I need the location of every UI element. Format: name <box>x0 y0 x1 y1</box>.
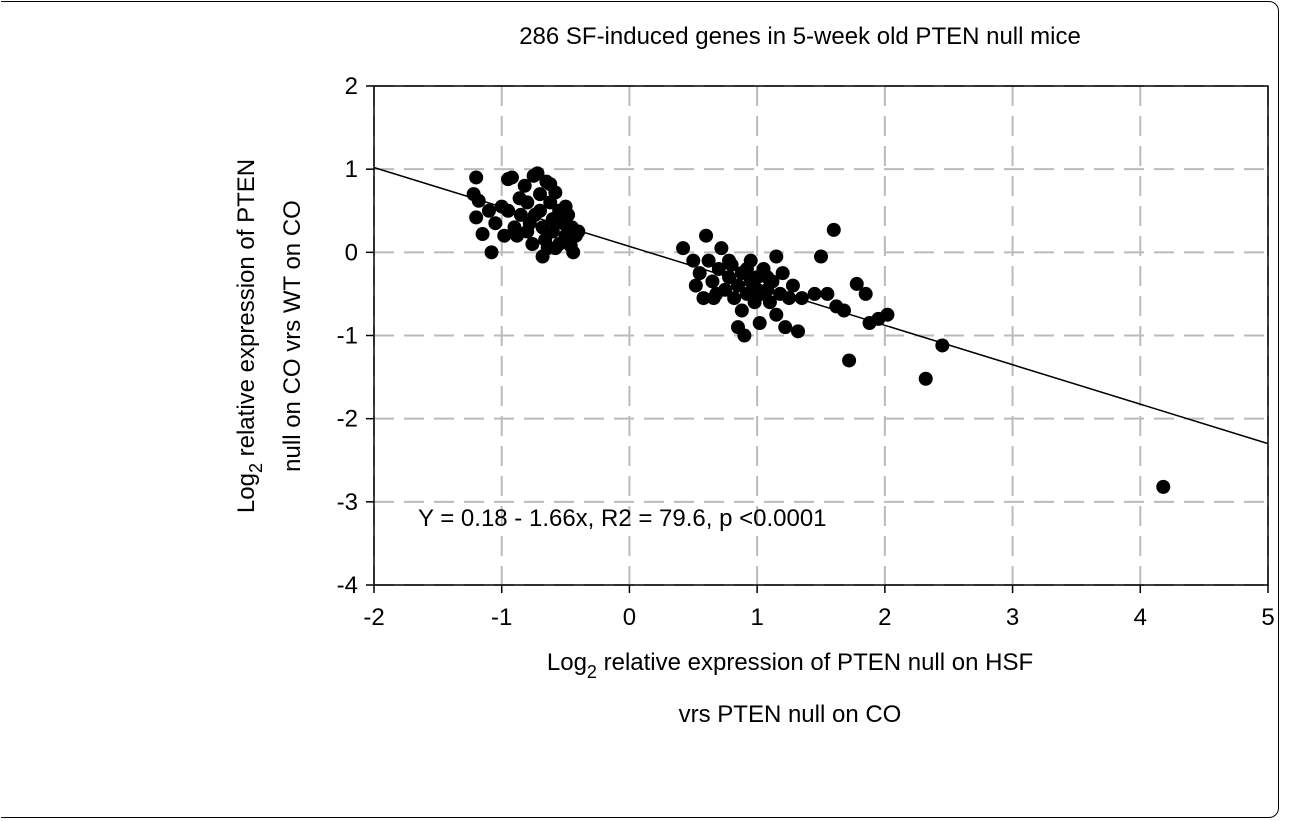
y-tick-label: -3 <box>337 489 358 516</box>
point <box>563 238 578 253</box>
x-label-rest: relative expression of PTEN null on HSF <box>597 649 1033 676</box>
y-tick-label: 0 <box>345 239 358 266</box>
point <box>481 203 496 218</box>
fit-line <box>373 166 1269 445</box>
point <box>571 224 586 239</box>
y-tick-label: -4 <box>337 572 358 599</box>
point <box>686 253 701 268</box>
point <box>545 224 560 239</box>
point <box>826 222 841 237</box>
point <box>752 316 767 331</box>
point <box>714 241 729 256</box>
x-tick-label: 3 <box>1006 604 1019 631</box>
point <box>842 353 857 368</box>
chart: 286 SF-induced genes in 5-week old PTEN … <box>233 23 1275 728</box>
y-axis-label: null on CO vrs WT on CO <box>279 200 306 472</box>
chart-title: 286 SF-induced genes in 5-week old PTEN … <box>519 23 1081 50</box>
point <box>785 278 800 293</box>
point <box>530 166 545 181</box>
point <box>814 249 828 264</box>
point <box>791 324 806 339</box>
point <box>533 187 548 202</box>
point <box>1156 479 1171 494</box>
point <box>696 291 711 306</box>
point <box>849 276 864 291</box>
point <box>880 307 895 322</box>
point <box>475 227 490 242</box>
x-tick-label: 1 <box>750 604 763 631</box>
point <box>512 191 527 206</box>
point <box>471 193 486 208</box>
point <box>775 266 790 281</box>
x-axis-label: Log2 relative expression of PTEN null on… <box>547 649 1033 682</box>
x-tick-label: 0 <box>623 604 636 631</box>
point <box>488 216 503 231</box>
y-tick-label: -1 <box>337 323 358 350</box>
annotation: Y = 0.18 - 1.66x, R2 = 79.6, p <0.0001 <box>418 505 827 532</box>
point <box>543 177 558 192</box>
point <box>918 371 933 386</box>
point <box>727 291 742 306</box>
plot-frame <box>373 85 1269 586</box>
point <box>484 245 499 260</box>
y-label-sub: 2 <box>246 463 266 473</box>
point <box>730 278 745 293</box>
x-tick-label: 2 <box>878 604 891 631</box>
point <box>520 224 535 239</box>
point <box>535 249 550 264</box>
point <box>688 278 703 293</box>
y-axis-label: Log2 relative expression of PTEN <box>233 159 266 513</box>
point <box>548 241 563 256</box>
x-tick-label: 4 <box>1134 604 1147 631</box>
point <box>794 291 809 306</box>
point <box>935 338 950 353</box>
point <box>705 274 720 289</box>
point <box>769 307 784 322</box>
x-tick-label: -2 <box>363 604 384 631</box>
y-label-rest: relative expression of PTEN <box>233 159 260 463</box>
point <box>782 291 797 306</box>
point <box>760 270 775 285</box>
point <box>525 237 540 252</box>
point <box>820 286 835 301</box>
x-tick-label: 5 <box>1261 604 1274 631</box>
point <box>734 303 749 318</box>
point <box>701 253 716 268</box>
point <box>699 228 714 243</box>
point <box>469 210 484 225</box>
point <box>504 170 519 185</box>
point <box>807 286 822 301</box>
point <box>497 228 512 243</box>
x-axis-label: vrs PTEN null on CO <box>679 701 902 728</box>
point <box>469 170 484 185</box>
x-label-sub: 2 <box>587 662 597 682</box>
point <box>858 286 873 301</box>
x-label-prefix: Log <box>547 649 587 676</box>
point <box>676 241 691 256</box>
y-label-prefix: Log <box>233 473 260 513</box>
point <box>762 295 777 310</box>
point <box>718 282 733 297</box>
point <box>778 320 793 335</box>
y-tick-label: 1 <box>345 156 358 183</box>
x-tick-label: -1 <box>491 604 512 631</box>
y-tick-label: -2 <box>337 406 358 433</box>
point <box>517 178 532 193</box>
point <box>706 291 721 306</box>
point <box>769 249 784 264</box>
y-tick-label: 2 <box>345 73 358 100</box>
point <box>722 253 737 268</box>
point <box>730 320 745 335</box>
point <box>739 261 754 276</box>
